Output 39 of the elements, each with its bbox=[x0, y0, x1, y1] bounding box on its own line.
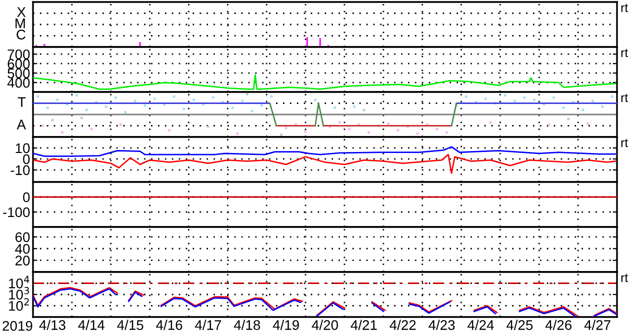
x-tick-label: 4/21 bbox=[350, 320, 377, 330]
x-tick-label: 4/19 bbox=[272, 320, 299, 330]
x-tick-label: 4/23 bbox=[428, 320, 455, 330]
x-tick-label: 4/18 bbox=[234, 320, 260, 330]
text: A bbox=[16, 120, 26, 130]
text: M bbox=[16, 18, 25, 28]
x-tick-label: 4/26 bbox=[545, 320, 572, 330]
y-tick-label: 0 bbox=[23, 154, 30, 164]
y-tick-label: 700 bbox=[8, 49, 30, 60]
x-tick-label: 4/25 bbox=[506, 320, 533, 330]
y-tick-label: 500 bbox=[8, 68, 30, 78]
text: rt bbox=[621, 94, 628, 102]
text: rt bbox=[621, 48, 628, 58]
text: rt bbox=[621, 274, 628, 282]
y-tick-label: 0 bbox=[23, 192, 30, 202]
y-tick-label: 20 bbox=[15, 256, 30, 266]
x-tick-label: 4/20 bbox=[312, 320, 338, 330]
text: rt bbox=[621, 4, 628, 12]
y-tick-label: 400 bbox=[7, 78, 30, 88]
text: rt bbox=[621, 138, 628, 148]
x-tick-label: 4/24 bbox=[468, 320, 494, 330]
y-tick-label: 60 bbox=[15, 232, 30, 242]
x-tick-label: 4/13 bbox=[39, 320, 66, 330]
x-tick-label: 4/17 bbox=[195, 320, 222, 330]
y-tick-label: 10 bbox=[16, 143, 30, 154]
text: T bbox=[18, 97, 26, 107]
x-tick-label: 4/15 bbox=[117, 320, 144, 330]
x-axis-title: 2019 bbox=[2, 320, 32, 331]
y-tick-label: 10$^{2}$ bbox=[9, 298, 29, 311]
y-tick-label: -10 bbox=[10, 165, 30, 176]
text: C bbox=[16, 30, 26, 40]
x-tick-label: 4/16 bbox=[156, 320, 182, 330]
text: X bbox=[17, 7, 26, 17]
x-tick-label: 4/27 bbox=[584, 320, 610, 330]
y-tick-label: 40 bbox=[15, 244, 30, 254]
y-tick-label: 600 bbox=[8, 58, 30, 69]
x-tick-label: 4/22 bbox=[390, 320, 416, 330]
x-tick-label: 4/14 bbox=[78, 320, 105, 330]
y-tick-label: -100 bbox=[3, 207, 30, 218]
